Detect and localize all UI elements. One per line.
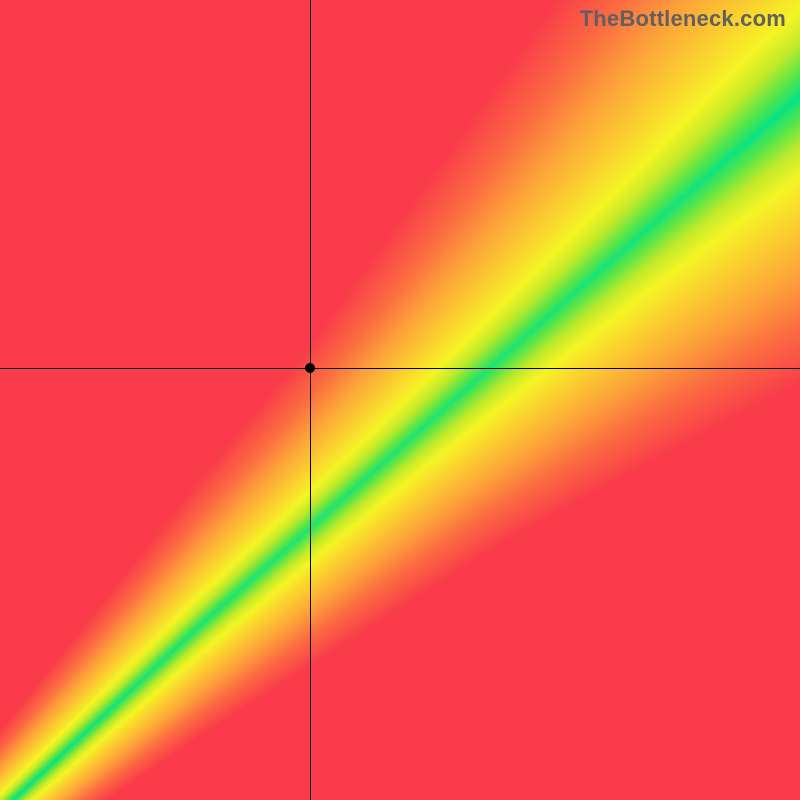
chart-container: TheBottleneck.com [0,0,800,800]
bottleneck-heatmap [0,0,800,800]
